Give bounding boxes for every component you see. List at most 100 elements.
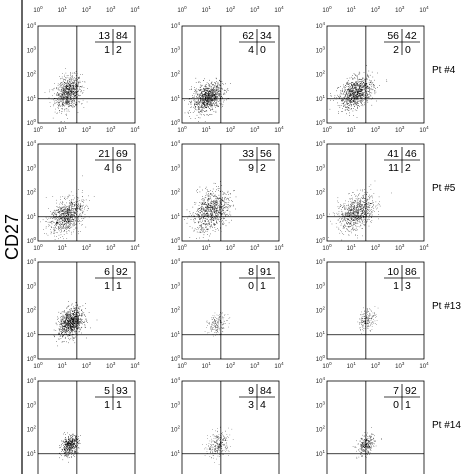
scatter-point (363, 86, 364, 88)
scatter-point (351, 97, 352, 99)
scatter-point (345, 92, 347, 93)
scatter-point (362, 94, 364, 96)
scatter-point (357, 91, 358, 92)
scatter-point (65, 213, 66, 214)
scatter-point (64, 217, 66, 219)
scatter-point (368, 82, 370, 84)
scatter-point (356, 206, 357, 208)
scatter-point (358, 211, 360, 213)
scatter-point (208, 88, 209, 90)
scatter-point (360, 199, 361, 201)
scatter-point (215, 86, 217, 88)
scatter-point (229, 211, 231, 213)
scatter-point (363, 93, 364, 95)
scatter-point (189, 110, 190, 111)
scatter-point (211, 105, 213, 106)
scatter-point (61, 211, 62, 212)
scatter-point (56, 214, 58, 215)
scatter-point (62, 213, 64, 214)
scatter-point (367, 213, 369, 214)
scatter-point (199, 111, 201, 112)
scatter-point (210, 202, 211, 204)
scatter-point (62, 93, 63, 95)
scatter-point (340, 92, 342, 94)
scatter-point (202, 231, 203, 233)
scatter-point (210, 90, 211, 91)
scatter-point (68, 89, 69, 90)
scatter-point (69, 213, 70, 215)
scatter-point (341, 103, 343, 104)
scatter-point (200, 100, 201, 101)
scatter-point (77, 88, 78, 89)
quadrant-percentages: 13 841 2 (95, 29, 131, 56)
scatter-point (352, 192, 354, 193)
scatter-point (352, 87, 354, 88)
scatter-point (66, 221, 68, 223)
scatter-point (214, 97, 215, 99)
scatter-point (200, 225, 202, 226)
scatter-point (192, 112, 194, 113)
scatter-point (55, 217, 56, 219)
scatter-point (357, 92, 359, 94)
y-tick-label: 103 (171, 163, 181, 172)
scatter-point (355, 215, 356, 216)
scatter-point (61, 94, 63, 95)
scatter-point (358, 97, 359, 99)
scatter-point (337, 102, 338, 104)
scatter-point (61, 216, 62, 218)
scatter-point (65, 204, 66, 206)
scatter-point (66, 93, 68, 94)
scatter-point (75, 88, 76, 90)
scatter-point (218, 94, 220, 95)
scatter-point (361, 82, 362, 83)
scatter-point (212, 202, 214, 204)
scatter-point (205, 92, 206, 93)
scatter-point (218, 186, 219, 187)
scatter-point (78, 101, 79, 102)
scatter-point (212, 204, 214, 205)
scatter-point (207, 212, 208, 213)
scatter-point (69, 85, 71, 87)
scatter-point (366, 100, 368, 102)
scatter-point (217, 217, 219, 219)
scatter-point (55, 217, 56, 218)
scatter-point (68, 84, 69, 86)
scatter-point (213, 223, 215, 225)
scatter-point (221, 206, 222, 207)
scatter-point (355, 97, 357, 98)
scatter-point (67, 88, 69, 89)
scatter-point (370, 184, 372, 186)
scatter-point (58, 94, 59, 95)
scatter-point (70, 86, 72, 88)
scatter-point (209, 103, 210, 105)
scatter-point (218, 190, 219, 191)
scatter-point (357, 98, 358, 99)
scatter-point (211, 217, 213, 219)
tick-exponent: 2 (378, 125, 381, 130)
scatter-point (56, 223, 58, 224)
scatter-point (208, 106, 209, 108)
scatter-point (62, 222, 64, 223)
tick-exponent: 3 (402, 5, 405, 10)
scatter-point (66, 221, 67, 222)
scatter-point (214, 101, 215, 102)
scatter-point (199, 96, 200, 97)
scatter-point (71, 90, 72, 92)
scatter-point (199, 90, 200, 92)
scatter-point (215, 97, 216, 99)
scatter-point (215, 200, 216, 202)
scatter-point (62, 90, 63, 92)
scatter-point (205, 213, 207, 214)
scatter-point (74, 90, 76, 92)
scatter-point (211, 88, 213, 90)
scatter-point (61, 207, 62, 209)
scatter-point (360, 95, 361, 96)
scatter-point (369, 83, 370, 85)
scatter-point (62, 211, 64, 212)
scatter-point (64, 212, 65, 213)
scatter-point (348, 103, 349, 104)
scatter-point (362, 215, 364, 216)
scatter-point (69, 212, 71, 213)
scatter-point (54, 83, 55, 84)
